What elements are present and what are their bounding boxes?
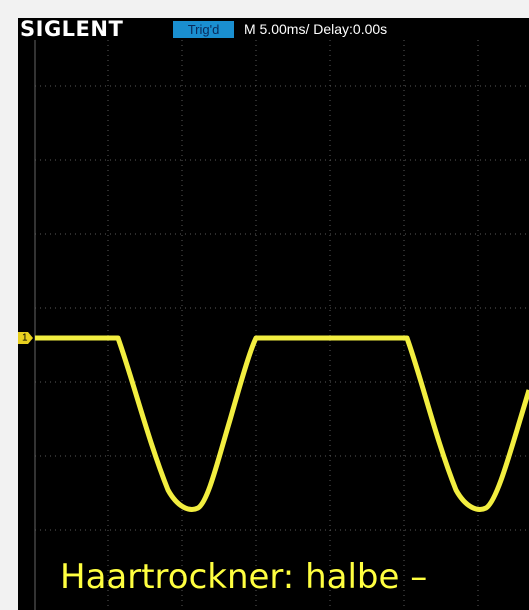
- grid: [35, 40, 529, 610]
- waveform-trace: [35, 338, 529, 509]
- channel-label: 1: [22, 333, 28, 344]
- timebase: M 5.00ms/ Delay:0.00s: [244, 20, 387, 38]
- top-bar: SIGLENT Trig'd M 5.00ms/ Delay:0.00s: [18, 18, 529, 40]
- caption: Haartrockner: halbe –: [60, 555, 427, 599]
- trigger-status: Trig'd: [173, 21, 234, 38]
- brand-logo: SIGLENT: [20, 18, 123, 40]
- scope-screen: SIGLENT Trig'd M 5.00ms/ Delay:0.00s 1 H…: [18, 18, 529, 610]
- waveform-area: 1: [18, 40, 529, 610]
- page: {"header": {"brand": "SIGLENT", "trigger…: [0, 0, 529, 610]
